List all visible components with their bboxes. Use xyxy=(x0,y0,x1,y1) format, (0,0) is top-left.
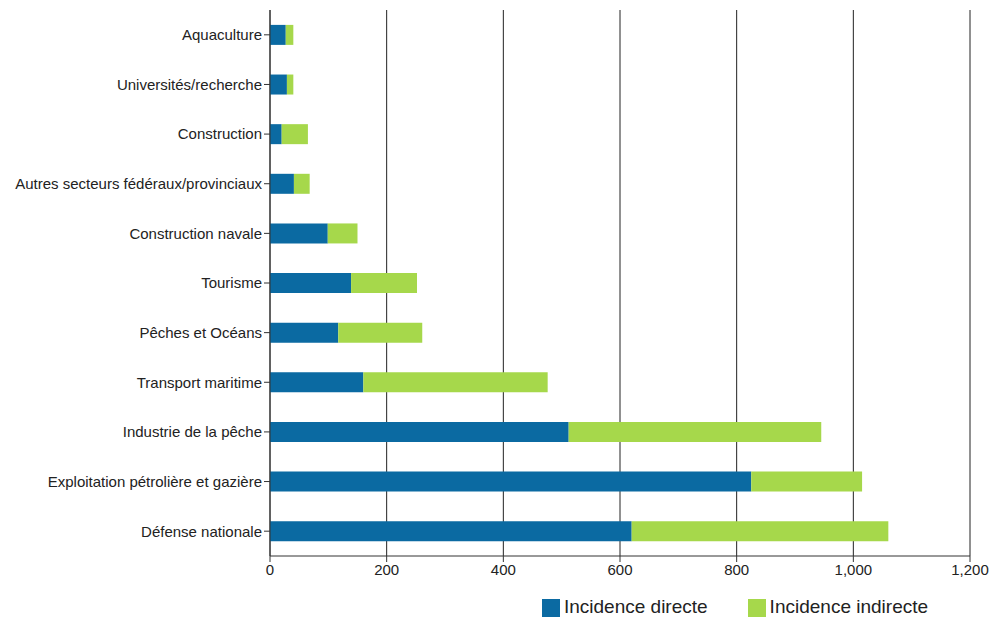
svg-text:600: 600 xyxy=(607,561,632,578)
svg-text:Industrie de la pêche: Industrie de la pêche xyxy=(123,423,262,440)
svg-text:Construction: Construction xyxy=(178,125,262,142)
svg-text:1,200: 1,200 xyxy=(951,561,989,578)
svg-text:Défense nationale: Défense nationale xyxy=(141,523,262,540)
svg-text:800: 800 xyxy=(724,561,749,578)
svg-text:Transport maritime: Transport maritime xyxy=(137,374,262,391)
html-text:Incidence indirecte: Incidence indirecte xyxy=(769,596,928,617)
html-text:Incidence directe: Incidence directe xyxy=(564,596,708,617)
svg-text:Tourisme: Tourisme xyxy=(201,274,262,291)
svg-text:Construction navale: Construction navale xyxy=(129,225,262,242)
svg-text:0: 0 xyxy=(266,561,274,578)
svg-text:Exploitation pétrolière et gaz: Exploitation pétrolière et gazière xyxy=(48,473,262,490)
svg-text:200: 200 xyxy=(374,561,399,578)
svg-text:1,000: 1,000 xyxy=(835,561,873,578)
svg-text:Universités/recherche: Universités/recherche xyxy=(117,76,262,93)
svg-text:Pêches et Océans: Pêches et Océans xyxy=(139,324,262,341)
svg-text:400: 400 xyxy=(491,561,516,578)
svg-text:Autres secteurs fédéraux/provi: Autres secteurs fédéraux/provinciaux xyxy=(15,175,262,192)
svg-text:Aquaculture: Aquaculture xyxy=(182,26,262,43)
